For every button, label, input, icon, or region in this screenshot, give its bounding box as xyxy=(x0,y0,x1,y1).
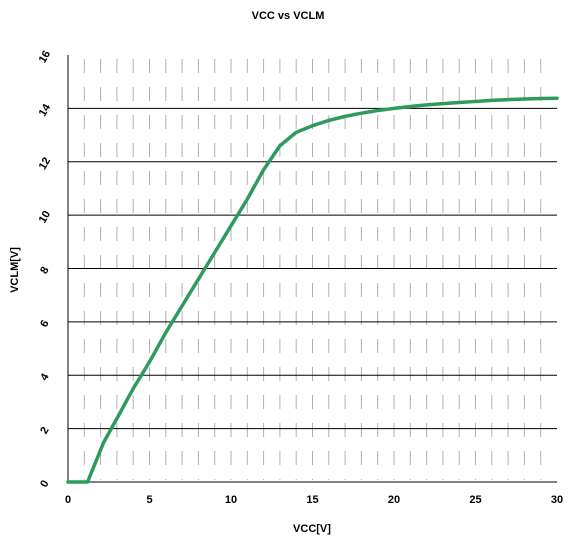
x-tick-label: 10 xyxy=(225,494,237,506)
x-tick-label: 0 xyxy=(65,494,71,506)
x-tick-label: 25 xyxy=(469,494,481,506)
y-tick-label: 12 xyxy=(37,155,54,172)
y-tick-label: 8 xyxy=(38,265,51,276)
series xyxy=(66,96,559,484)
tick-labels: 0 5 10 15 20 25 30 0 2 4 6 8 10 12 14 16 xyxy=(37,49,563,506)
y-tick-label: 10 xyxy=(37,209,54,226)
x-tick-label: 5 xyxy=(146,494,152,506)
series-line xyxy=(66,96,559,484)
axes xyxy=(67,55,557,483)
x-tick-label: 20 xyxy=(388,494,400,506)
x-axis-label: VCC[V] xyxy=(293,523,331,535)
y-tick-label: 2 xyxy=(38,425,51,436)
y-tick-label: 16 xyxy=(37,49,54,66)
y-tick-label: 14 xyxy=(37,101,54,118)
x-tick-label: 15 xyxy=(306,494,318,506)
y-tick-label: 4 xyxy=(38,371,52,383)
y-tick-label: 6 xyxy=(38,318,51,329)
grid xyxy=(68,59,557,480)
x-tick-label: 30 xyxy=(551,494,563,506)
chart-title: VCC vs VCLM xyxy=(252,10,325,22)
y-axis-label: VCLM[V] xyxy=(9,247,21,293)
y-tick-label: 0 xyxy=(38,478,51,489)
